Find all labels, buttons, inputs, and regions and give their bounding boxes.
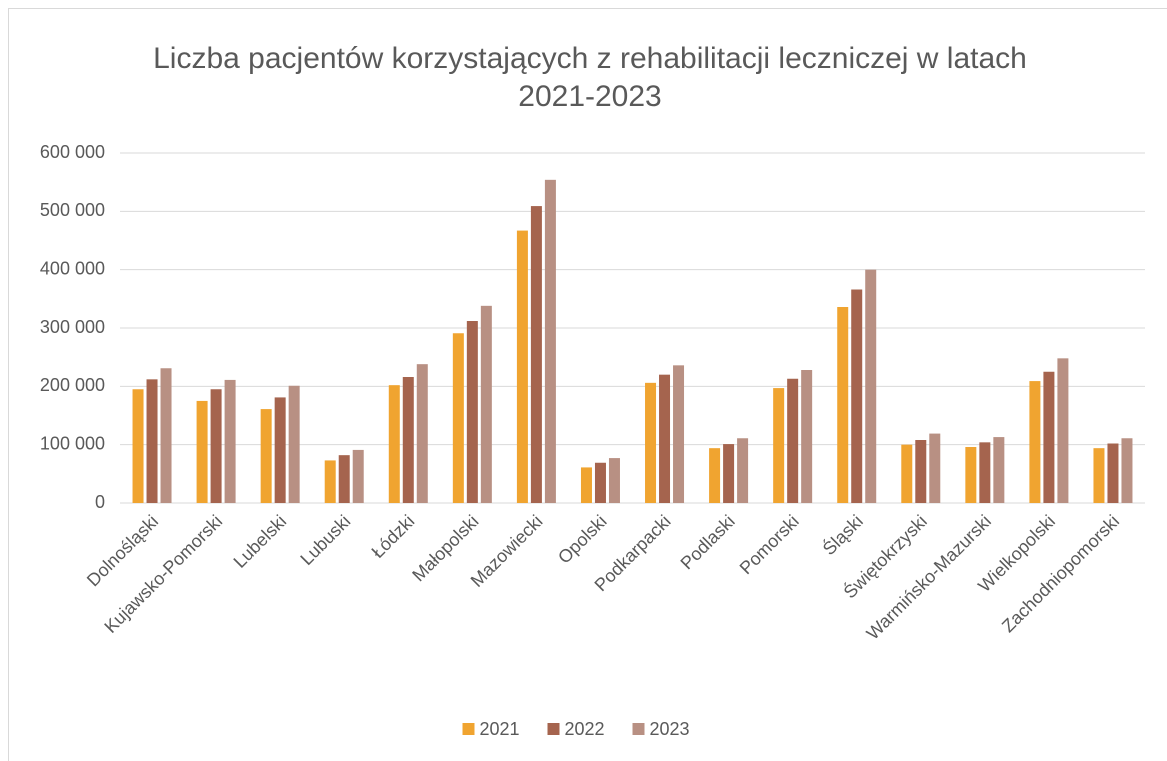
bar xyxy=(388,385,400,503)
bar xyxy=(801,370,813,503)
bar xyxy=(1057,358,1069,503)
y-tick-label: 100 000 xyxy=(40,433,105,453)
bar xyxy=(288,385,300,503)
y-tick-label: 0 xyxy=(95,492,105,512)
bar xyxy=(929,433,941,503)
bar xyxy=(1107,443,1119,503)
legend-label: 2022 xyxy=(565,719,605,739)
legend-swatch xyxy=(462,723,475,735)
bar xyxy=(516,230,528,504)
bar xyxy=(773,388,785,503)
x-tick-label: Warmińsko-Mazurski xyxy=(863,511,995,643)
bar xyxy=(608,458,620,503)
bar xyxy=(915,440,927,503)
bar xyxy=(865,269,877,503)
y-tick-label: 200 000 xyxy=(40,375,105,395)
bar xyxy=(965,447,977,503)
bar xyxy=(594,462,606,503)
x-tick-label: Kujawsko-Pomorski xyxy=(100,511,226,637)
bar xyxy=(723,444,735,503)
x-tick-label: Pomorski xyxy=(736,511,803,578)
legend-swatch xyxy=(547,723,560,735)
bar xyxy=(993,437,1005,503)
bar xyxy=(737,438,749,503)
bar xyxy=(324,460,336,503)
x-tick-label: Śląski xyxy=(818,510,867,559)
x-tick-label: Podlaski xyxy=(677,511,739,573)
bar xyxy=(1093,448,1105,503)
legend-label: 2021 xyxy=(480,719,520,739)
bar xyxy=(224,379,236,503)
bar xyxy=(1121,438,1133,503)
bar xyxy=(659,374,671,503)
bar xyxy=(544,179,556,504)
bar xyxy=(673,365,685,503)
x-tick-label: Zachodniopomorski xyxy=(998,511,1123,636)
bar xyxy=(338,455,350,503)
x-tick-label: Opolski xyxy=(554,511,611,568)
y-tick-label: 400 000 xyxy=(40,258,105,278)
bar xyxy=(466,321,478,503)
bar xyxy=(480,305,492,503)
y-tick-label: 300 000 xyxy=(40,317,105,337)
bar xyxy=(851,289,863,503)
bar xyxy=(210,389,222,503)
bar xyxy=(260,409,272,503)
bar xyxy=(1043,371,1055,503)
frame-border xyxy=(8,8,1167,761)
bar xyxy=(530,206,542,504)
chart-title: Liczba pacjentów korzystających z rehabi… xyxy=(153,42,1027,113)
x-tick-label: Lubelski xyxy=(229,511,290,572)
legend-label: 2023 xyxy=(650,719,690,739)
bar xyxy=(402,377,414,503)
bar xyxy=(196,400,208,503)
bar xyxy=(580,467,592,503)
y-tick-label: 500 000 xyxy=(40,200,105,220)
x-tick-label: Lubuski xyxy=(296,511,354,569)
bar xyxy=(709,448,721,503)
bar xyxy=(901,444,913,503)
x-tick-label: Łódzki xyxy=(368,511,419,562)
y-tick-label: 600 000 xyxy=(40,142,105,162)
bar xyxy=(146,379,158,503)
bar xyxy=(352,449,364,503)
bar xyxy=(160,368,172,503)
bar xyxy=(837,307,849,503)
bar xyxy=(416,364,428,503)
bar xyxy=(452,333,464,503)
bar xyxy=(645,382,657,503)
bar xyxy=(274,397,286,503)
bar xyxy=(979,442,991,503)
bar xyxy=(1029,381,1041,503)
bar xyxy=(787,378,799,503)
legend-swatch xyxy=(632,723,645,735)
bar xyxy=(132,389,144,503)
